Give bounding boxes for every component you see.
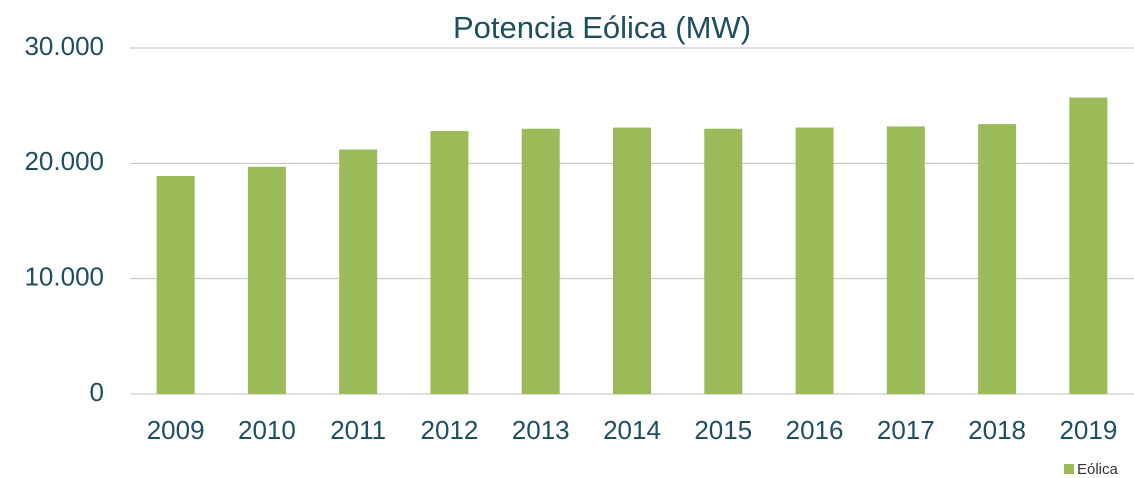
x-tick-label: 2012 <box>421 415 479 445</box>
legend-swatch <box>1064 464 1074 474</box>
bar <box>613 127 651 394</box>
x-tick-label: 2017 <box>877 415 935 445</box>
x-tick-label: 2010 <box>238 415 296 445</box>
bar <box>795 127 834 394</box>
bar <box>521 128 560 394</box>
legend-label: Eólica <box>1077 461 1119 478</box>
x-tick-label: 2015 <box>694 415 752 445</box>
y-tick-label: 0 <box>90 377 104 407</box>
bar <box>247 166 286 394</box>
x-tick-label: 2019 <box>1059 415 1117 445</box>
x-tick-label: 2011 <box>330 415 386 445</box>
bar <box>886 126 925 394</box>
bar <box>156 176 195 394</box>
y-tick-label: 10.000 <box>24 262 104 292</box>
bar <box>430 131 469 395</box>
x-tick-label: 2013 <box>512 415 570 445</box>
x-tick-label: 2009 <box>147 415 205 445</box>
y-tick-label: 30.000 <box>24 31 104 61</box>
bar <box>339 149 378 394</box>
bar <box>978 124 1017 395</box>
bar <box>1069 97 1108 395</box>
y-tick-label: 20.000 <box>24 146 104 176</box>
chart-title: Potencia Eólica (MW) <box>453 10 751 45</box>
x-tick-label: 2016 <box>786 415 844 445</box>
x-tick-label: 2018 <box>968 415 1026 445</box>
x-tick-label: 2014 <box>603 415 661 445</box>
bar <box>704 128 743 394</box>
